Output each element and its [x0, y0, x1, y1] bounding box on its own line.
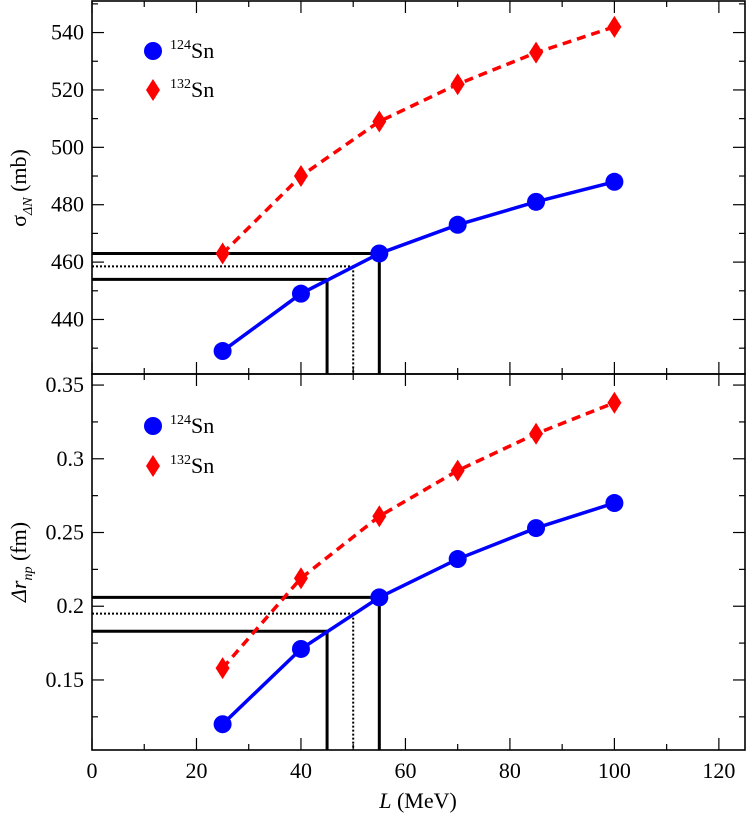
bottom-point-132: [529, 422, 544, 445]
top-y-tick-label: 540: [51, 20, 84, 45]
x-tick-label: 120: [702, 758, 735, 783]
top-point-124: [605, 172, 624, 191]
bottom-y-tick-label: 0.25: [46, 520, 85, 545]
top-legend-124-element: Sn: [191, 38, 214, 63]
bottom-legend-124-mass: 124: [170, 413, 191, 428]
top-legend-124-label: 124Sn: [170, 38, 214, 63]
bottom-panel-frame: [91, 373, 746, 751]
bottom-y-tick-label: 0.2: [57, 593, 85, 618]
top-legend-124-marker: [144, 42, 162, 60]
bottom-ylabel-sub: np: [21, 567, 36, 581]
top-legend-124-mass: 124: [170, 38, 191, 53]
x-tick-label: 100: [598, 758, 631, 783]
top-ylabel-main: σ: [6, 215, 31, 227]
top-y-tick-label: 500: [51, 134, 84, 159]
bottom-legend-132-mass: 132: [170, 453, 191, 468]
bottom-point-124: [448, 550, 467, 569]
top-y-tick-label: 520: [51, 77, 84, 102]
top-ylabel: σΔN (mb): [6, 149, 36, 227]
top-point-124: [213, 342, 232, 361]
bottom-point-124: [291, 639, 310, 658]
bottom-point-124: [605, 494, 624, 513]
bottom-point-124: [213, 715, 232, 734]
bottom-ylabel-main: Δr: [6, 580, 31, 603]
top-series-line-132: [221, 25, 615, 255]
top-legend-132-label: 132Sn: [170, 77, 214, 102]
bottom-legend-124-element: Sn: [191, 413, 214, 438]
x-tick-label: 0: [87, 758, 98, 783]
top-legend-132-mass: 132: [170, 77, 191, 92]
bottom-legend-124-label: 124Sn: [170, 413, 214, 438]
bottom-point-132: [450, 459, 465, 482]
bottom-ylabel-unit: (fm): [6, 522, 31, 567]
bottom-point-132: [215, 657, 230, 680]
top-point-132: [450, 73, 465, 96]
x-tick-label: 60: [394, 758, 416, 783]
x-axis-label: L (MeV): [378, 788, 457, 813]
top-ylabel-sub: ΔN: [21, 197, 36, 216]
top-point-124: [527, 192, 546, 211]
bottom-point-132: [293, 567, 308, 590]
top-y-tick-label: 460: [51, 249, 84, 274]
top-point-124: [291, 284, 310, 303]
top-series-line-124: [221, 180, 615, 353]
panel-bottom: 0 20 40 60 80 100 120 0.15 0.2 0.25 0.3 0.35 Δrnp (…: [6, 372, 746, 783]
bottom-series-line-132: [221, 401, 616, 670]
bottom-point-132: [607, 391, 622, 414]
top-y-tick-label: 440: [51, 306, 84, 331]
top-point-124: [370, 244, 389, 263]
top-point-132: [372, 110, 387, 133]
top-panel-frame: [91, 0, 746, 375]
bottom-y-tick-label: 0.15: [46, 667, 85, 692]
bottom-y-tick-label: 0.35: [46, 372, 85, 397]
bottom-point-124: [527, 519, 546, 538]
bottom-legend-132-marker: [146, 455, 160, 477]
bottom-point-124: [370, 588, 389, 607]
x-tick-label: 80: [499, 758, 521, 783]
bottom-legend: 124Sn 132Sn: [144, 413, 214, 478]
top-y-tick-label: 480: [51, 192, 84, 217]
top-point-124: [448, 215, 467, 234]
x-axis-label-var: L: [378, 788, 391, 813]
top-point-132: [215, 242, 230, 265]
bottom-series-line-124: [221, 501, 615, 726]
x-tick-label: 20: [185, 758, 207, 783]
bottom-point-132: [372, 505, 387, 528]
top-legend: 124Sn 132Sn: [144, 38, 214, 102]
top-point-132: [293, 165, 308, 188]
top-point-132: [529, 41, 544, 64]
bottom-y-tick-label: 0.3: [57, 446, 85, 471]
top-point-132: [607, 15, 622, 38]
bottom-legend-132-element: Sn: [191, 453, 214, 478]
top-legend-132-element: Sn: [191, 77, 214, 102]
x-tick-label: 40: [290, 758, 312, 783]
bottom-legend-132-label: 132Sn: [170, 453, 214, 478]
x-axis-label-unit: (MeV): [391, 788, 456, 813]
bottom-legend-124-marker: [144, 417, 162, 435]
top-ylabel-unit: (mb): [6, 149, 31, 197]
top-legend-132-marker: [146, 79, 160, 101]
bottom-ylabel: Δrnp (fm): [6, 522, 36, 603]
